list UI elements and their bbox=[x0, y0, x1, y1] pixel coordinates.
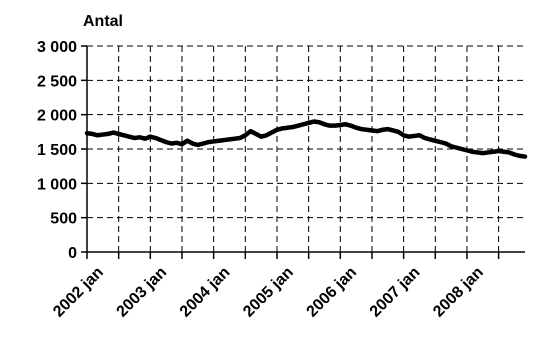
x-tick-labels: 2002 jan 2003 jan 2004 jan 2005 jan 2006 jan… bbox=[50, 264, 487, 321]
y-tick-label: 2 000 bbox=[37, 108, 77, 125]
y-tick-label: 1 500 bbox=[37, 142, 77, 159]
x-tick-label: 2006 jan bbox=[304, 264, 361, 321]
x-tick-label: 2005 jan bbox=[240, 264, 297, 321]
y-tick-label: 3 000 bbox=[37, 39, 77, 56]
x-tick-label: 2007 jan bbox=[367, 264, 424, 321]
gridlines bbox=[87, 45, 525, 252]
y-tick-label: 1 000 bbox=[37, 176, 77, 193]
y-tick-label: 500 bbox=[50, 211, 77, 228]
x-tick-label: 2002 jan bbox=[50, 264, 107, 321]
x-tick-label: 2008 jan bbox=[430, 264, 487, 321]
x-tick-label: 2004 jan bbox=[177, 264, 234, 321]
y-tick-labels: 0 500 1 000 1 500 2 000 2 500 3 000 bbox=[37, 39, 77, 262]
x-tick-label: 2003 jan bbox=[114, 264, 171, 321]
series-line bbox=[84, 119, 528, 159]
y-tick-label: 2 500 bbox=[37, 73, 77, 90]
axes bbox=[81, 45, 525, 259]
y-axis-title: Antal bbox=[83, 13, 123, 30]
y-tick-label: 0 bbox=[68, 245, 77, 262]
series-layer bbox=[84, 119, 528, 159]
